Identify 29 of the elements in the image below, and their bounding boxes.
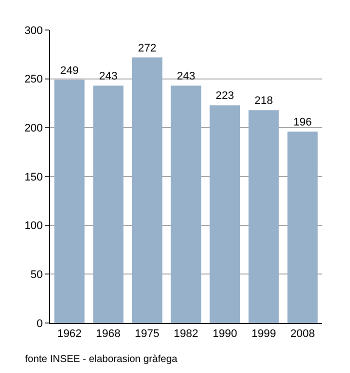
bar	[248, 110, 279, 323]
y-tick-label: 150	[24, 171, 43, 184]
y-tick-label: 300	[24, 24, 43, 37]
x-tick-label: 2008	[290, 328, 315, 340]
data-label: 243	[176, 70, 196, 83]
data-label: 196	[293, 116, 312, 129]
y-tick-label: 250	[24, 74, 43, 86]
x-tick-label: 1999	[251, 328, 276, 340]
bar	[287, 132, 318, 323]
x-tick-label: 1962	[57, 328, 82, 340]
x-tick-label: 1968	[96, 328, 121, 340]
data-label: 223	[216, 90, 234, 102]
data-label: 272	[138, 42, 156, 54]
data-label: 243	[99, 70, 118, 83]
x-tick-label: 1990	[212, 328, 238, 340]
bar	[93, 86, 124, 323]
y-tick-label: 0	[36, 318, 43, 330]
y-tick-label: 50	[30, 269, 43, 282]
bar	[54, 80, 85, 323]
data-label: 218	[254, 95, 273, 108]
x-tick-label: 1982	[174, 328, 198, 340]
source-note: fonte INSEE - elaborasion gràfega	[25, 354, 178, 365]
bar	[170, 86, 202, 323]
x-tick-label: 1975	[134, 328, 160, 340]
data-label: 249	[60, 64, 79, 77]
y-tick-label: 100	[24, 220, 43, 232]
bar	[132, 57, 162, 323]
bar	[210, 105, 240, 323]
y-tick-label: 200	[24, 122, 43, 135]
